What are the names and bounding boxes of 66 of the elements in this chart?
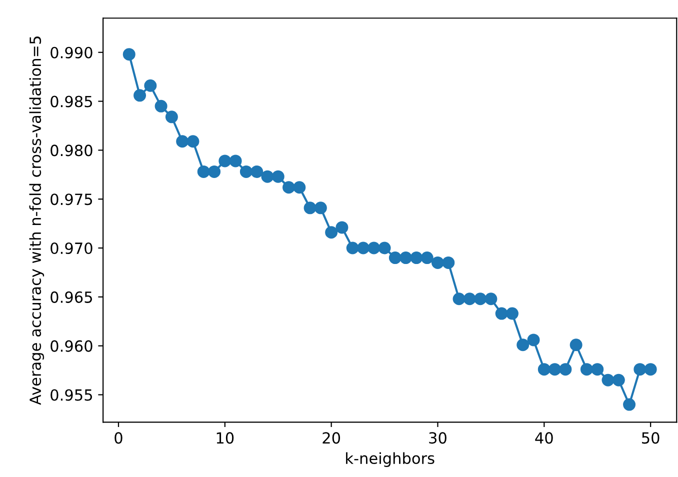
point [186, 135, 200, 148]
point [368, 242, 380, 254]
point [452, 292, 466, 306]
y-axis-title: Average accuracy with n-fold cross-validation=5 [29, 36, 44, 405]
x-axis-title: k-neighbors [346, 452, 434, 467]
point [495, 307, 508, 320]
point [538, 363, 550, 376]
point [356, 242, 370, 254]
point [580, 363, 593, 376]
x-tick-label: 40 [535, 432, 553, 444]
x-tick-label: 0 [114, 432, 122, 444]
point [250, 165, 264, 178]
x-tick-label: 30 [429, 432, 446, 444]
point [197, 165, 210, 178]
y-tick-label: 0.980 [50, 144, 92, 156]
point [134, 89, 146, 102]
point [346, 242, 359, 254]
point [388, 252, 402, 264]
point [261, 170, 274, 183]
y-tick-label: 0.960 [50, 340, 92, 352]
y-tick-label: 0.965 [50, 291, 92, 303]
point [591, 363, 604, 376]
point [420, 252, 434, 264]
point [559, 363, 572, 376]
point [144, 79, 157, 92]
point [623, 398, 636, 411]
point [474, 292, 487, 306]
point [516, 338, 530, 352]
point [463, 292, 476, 306]
point [304, 202, 316, 214]
x-tick-label: 20 [322, 432, 340, 444]
point [154, 100, 168, 112]
point [314, 202, 327, 214]
point [176, 135, 189, 148]
point [442, 256, 455, 269]
point [400, 252, 412, 264]
y-tick-label: 0.975 [50, 194, 92, 206]
point [336, 221, 348, 234]
y-tick-label: 0.970 [50, 242, 92, 254]
point [644, 363, 657, 376]
point [612, 374, 625, 386]
point [229, 154, 242, 168]
point [282, 181, 296, 194]
y-tick-label: 0.955 [50, 389, 92, 401]
point [122, 48, 136, 61]
x-tick-label: 10 [216, 432, 234, 444]
point [208, 165, 221, 178]
point [240, 165, 252, 178]
point [325, 226, 338, 239]
point [378, 242, 391, 254]
point [293, 181, 306, 194]
point [527, 334, 540, 346]
y-tick-label: 0.985 [50, 96, 92, 108]
point [570, 338, 582, 352]
point [410, 252, 423, 264]
point [218, 154, 232, 168]
point [165, 110, 178, 124]
point [484, 292, 498, 306]
y-tick-label: 0.990 [50, 46, 92, 58]
x-tick-label: 50 [642, 432, 660, 444]
point [506, 307, 518, 320]
point [634, 363, 646, 376]
point [602, 374, 614, 386]
point [272, 170, 284, 183]
point [548, 363, 562, 376]
point [431, 256, 444, 269]
